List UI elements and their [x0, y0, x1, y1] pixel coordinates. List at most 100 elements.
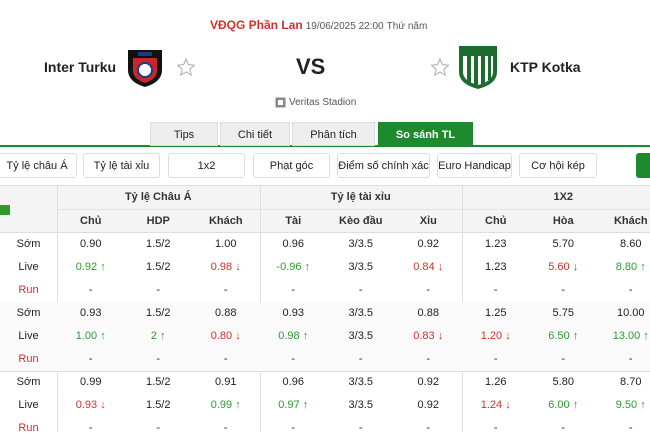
group-header: Tỷ lệ tài xỉu: [330, 191, 391, 203]
odds-cell: -: [561, 353, 566, 365]
favorite-star[interactable]: [177, 58, 195, 76]
group-header: Tỷ lệ Châu Á: [124, 191, 192, 203]
odds-cell[interactable]: 1.00: [215, 238, 237, 250]
odds-cell[interactable]: 1.23: [485, 261, 507, 273]
odds-cell[interactable]: 0.80: [192, 325, 260, 348]
odds-cell[interactable]: 0.97: [260, 394, 328, 417]
odds-cell: -: [156, 284, 161, 296]
odds-cell[interactable]: 5.70: [552, 238, 574, 250]
tab[interactable]: Phân tích: [292, 122, 375, 146]
odds-cell[interactable]: 0.92: [57, 256, 125, 279]
filter-button[interactable]: Cơ hội kép: [519, 153, 597, 178]
odds-cell[interactable]: 13.00: [597, 325, 650, 348]
odds-cell[interactable]: 3/3.5: [348, 261, 373, 273]
odds-cell[interactable]: 0.88: [417, 307, 439, 319]
row-label: Live: [18, 261, 39, 273]
odds-cell[interactable]: 0.96: [282, 238, 304, 250]
home-logo: [128, 50, 162, 87]
odds-cell: -: [88, 422, 93, 434]
odds-cell: -: [493, 422, 498, 434]
venue: Veritas Stadion: [289, 97, 357, 108]
odds-cell[interactable]: 3/3.5: [348, 307, 373, 319]
column-header: Kèo đầu: [339, 215, 383, 227]
odds-cell: -: [156, 422, 161, 434]
filter-button[interactable]: Điểm số chính xác: [337, 153, 430, 178]
odds-cell[interactable]: 1.5/2: [146, 376, 171, 388]
odds-cell[interactable]: 0.92: [417, 376, 439, 388]
odds-cell[interactable]: 0.88: [215, 307, 237, 319]
odds-cell[interactable]: 5.80: [552, 376, 574, 388]
odds-cell[interactable]: 0.92: [417, 238, 439, 250]
odds-cell[interactable]: 1.00: [57, 325, 125, 348]
odds-cell[interactable]: 1.5/2: [146, 261, 171, 273]
odds-cell[interactable]: 3/3.5: [348, 376, 373, 388]
odds-cell[interactable]: 0.99: [192, 394, 260, 417]
filter-button[interactable]: Euro Handicap: [437, 153, 512, 178]
filter-button[interactable]: 1x2: [168, 153, 245, 178]
home-team[interactable]: Inter Turku: [44, 59, 117, 75]
odds-cell: -: [223, 284, 228, 296]
filter-button[interactable]: Phạt góc: [253, 153, 330, 178]
header-divider: [57, 209, 650, 210]
filter-button[interactable]: Tỷ lệ châu Á: [0, 153, 77, 178]
odds-table: Tỷ lệ Châu Á Tỷ lệ tài xỉu 1X2 Chủ HDP Khách T…: [0, 185, 650, 434]
odds-cell: -: [291, 422, 296, 434]
odds-cell[interactable]: 0.96: [282, 376, 304, 388]
odds-cell[interactable]: 0.83: [395, 325, 463, 348]
favorite-star[interactable]: [431, 58, 449, 76]
odds-cell[interactable]: 2: [125, 325, 193, 348]
odds-cell[interactable]: 1.26: [485, 376, 507, 388]
odds-cell[interactable]: 10.00: [616, 307, 645, 319]
league[interactable]: VĐQG Phần Lan: [210, 18, 303, 32]
odds-cell: -: [561, 422, 566, 434]
odds-cell[interactable]: 5.75: [552, 307, 574, 319]
filter-button[interactable]: Tỷ lệ tài xỉu: [83, 153, 160, 178]
row-label: Sớm: [16, 307, 41, 319]
odds-cell[interactable]: 1.5/2: [146, 238, 171, 250]
odds-cell[interactable]: 1.5/2: [146, 399, 171, 411]
odds-cell: -: [291, 284, 296, 296]
odds-cell[interactable]: 0.99: [80, 376, 102, 388]
row-label: Live: [18, 330, 39, 342]
odds-cell[interactable]: 0.93: [80, 307, 102, 319]
odds-cell[interactable]: 1.23: [485, 238, 507, 250]
odds-cell[interactable]: 1.5/2: [146, 307, 171, 319]
odds-cell[interactable]: 5.60: [530, 256, 598, 279]
odds-cell[interactable]: 3/3.5: [348, 238, 373, 250]
odds-cell[interactable]: 0.98: [192, 256, 260, 279]
tab[interactable]: So sánh TL: [378, 122, 473, 146]
odds-cell[interactable]: 0.98: [260, 325, 328, 348]
odds-cell[interactable]: 3/3.5: [348, 330, 373, 342]
odds-cell: -: [358, 353, 363, 365]
odds-cell[interactable]: 1.20: [462, 325, 530, 348]
odds-cell[interactable]: 3/3.5: [348, 399, 373, 411]
odds-cell[interactable]: 6.00: [530, 394, 598, 417]
odds-cell[interactable]: 0.91: [215, 376, 237, 388]
odds-cell: -: [628, 422, 633, 434]
tab[interactable]: Chi tiết: [220, 122, 290, 146]
odds-cell[interactable]: 0.90: [80, 238, 102, 250]
odds-cell[interactable]: 8.70: [620, 376, 642, 388]
odds-cell[interactable]: 8.60: [620, 238, 642, 250]
odds-cell: -: [88, 353, 93, 365]
tab[interactable]: Tips: [150, 122, 218, 146]
odds-cell: -: [88, 284, 93, 296]
odds-cell[interactable]: 0.93: [57, 394, 125, 417]
column-header: Xỉu: [419, 215, 437, 227]
expand-button[interactable]: [0, 205, 10, 215]
odds-cell[interactable]: 1.24: [462, 394, 530, 417]
odds-cell[interactable]: 9.50: [597, 394, 650, 417]
away-logo: [459, 46, 497, 89]
odds-cell[interactable]: 0.92: [417, 399, 439, 411]
away-team[interactable]: KTP Kotka: [510, 59, 581, 75]
more-button[interactable]: [636, 153, 650, 178]
odds-cell[interactable]: -0.96: [260, 256, 328, 279]
odds-cell[interactable]: 0.93: [282, 307, 304, 319]
odds-cell[interactable]: 1.25: [485, 307, 507, 319]
odds-cell[interactable]: 6.50: [530, 325, 598, 348]
odds-cell: -: [628, 284, 633, 296]
odds-cell[interactable]: 8.80: [597, 256, 650, 279]
odds-cell: -: [561, 284, 566, 296]
odds-cell[interactable]: 0.84: [395, 256, 463, 279]
odds-cell: -: [223, 422, 228, 434]
